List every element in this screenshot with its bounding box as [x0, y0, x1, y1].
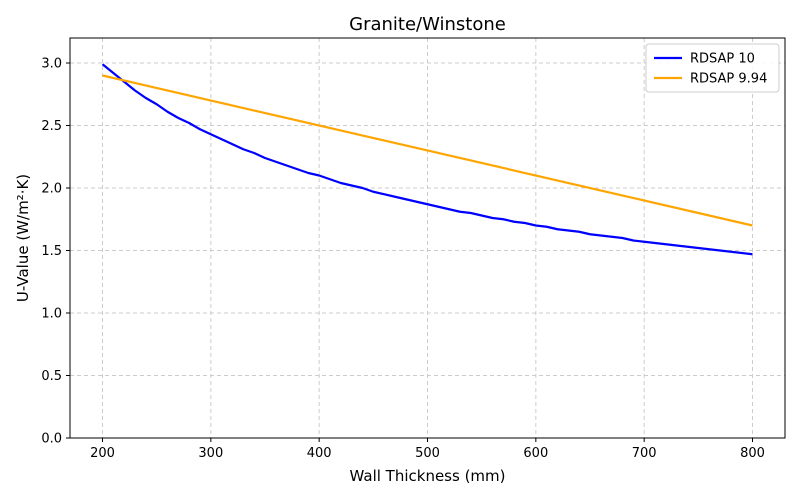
y-tick-label: 1.0 [41, 307, 62, 322]
x-tick-label: 700 [632, 446, 657, 461]
y-tick-label: 0.0 [41, 432, 62, 447]
chart-title: Granite/Winstone [349, 14, 506, 35]
y-tick-label: 0.5 [41, 369, 62, 384]
series-lines [101, 63, 753, 256]
legend-label: RDSAP 9.94 [690, 72, 767, 87]
legend: RDSAP 10 RDSAP 9.94 [645, 43, 780, 93]
x-tick-label: 300 [198, 446, 223, 461]
legend-box [645, 43, 780, 93]
y-axis-title: U-Value (W/m²·K) [14, 174, 32, 302]
grid [70, 38, 785, 439]
x-tick-label: 400 [307, 446, 332, 461]
x-axis-ticks: 200 300 400 500 600 700 800 [90, 438, 765, 461]
series-line-0 [101, 63, 753, 256]
y-tick-label: 3.0 [41, 57, 62, 72]
y-tick-label: 1.5 [41, 244, 62, 259]
x-tick-label: 500 [415, 446, 440, 461]
y-tick-label: 2.5 [41, 119, 62, 134]
series-line-1 [102, 74, 753, 227]
x-tick-label: 600 [523, 446, 548, 461]
x-axis-title: Wall Thickness (mm) [350, 467, 506, 485]
y-tick-label: 2.0 [41, 182, 62, 197]
y-axis-ticks: 0.0 0.5 1.0 1.5 2.0 2.5 3.0 [41, 57, 70, 447]
x-tick-label: 200 [90, 446, 115, 461]
x-tick-label: 800 [740, 446, 765, 461]
legend-label: RDSAP 10 [690, 52, 755, 67]
